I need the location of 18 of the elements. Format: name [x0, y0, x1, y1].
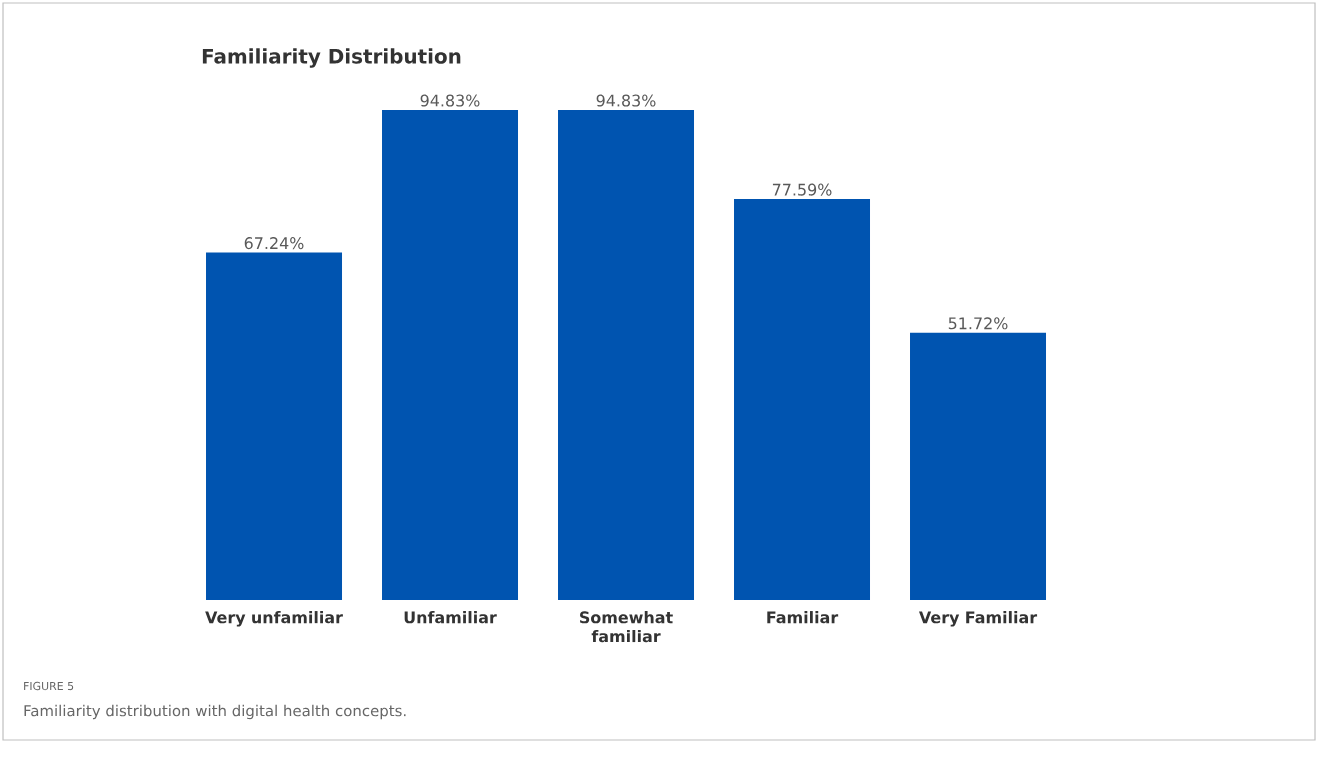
bar [734, 199, 871, 600]
data-label: 77.59% [772, 183, 832, 196]
x-tick-label: Somewhat familiar [580, 611, 673, 643]
caption: FIGURE 5 [24, 681, 74, 691]
bar [382, 110, 519, 600]
x-tick-label: Familiar [767, 611, 839, 624]
bar [206, 252, 343, 600]
x-tick-label: Unfamiliar [404, 611, 497, 624]
x-tick-label: Very unfamiliar [205, 611, 343, 627]
data-label: 67.24% [244, 237, 304, 250]
chart-title: Familiarity Distribution [202, 48, 461, 68]
text: Familiarity distribution with digital health concepts. [24, 704, 406, 720]
data-label: 94.83% [420, 94, 480, 107]
bar [558, 110, 695, 600]
data-label: 51.72% [948, 317, 1008, 330]
data-label: 94.83% [596, 94, 656, 107]
bar [910, 332, 1047, 600]
x-tick-label: Very Familiar [918, 611, 1038, 627]
